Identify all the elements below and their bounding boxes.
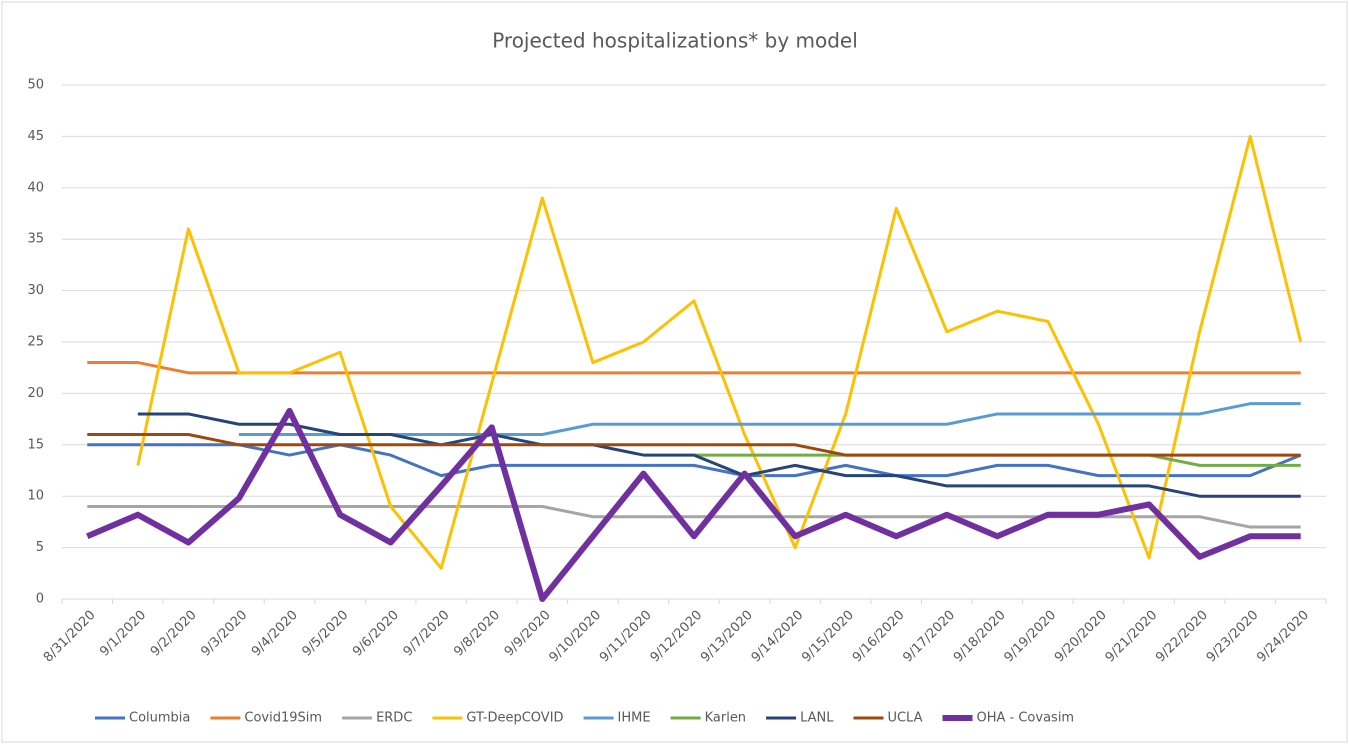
y-tick-label: 40: [27, 180, 44, 195]
legend-label: Covid19Sim: [244, 711, 322, 726]
series-line: [86, 407, 1301, 602]
y-tick-label: 5: [36, 540, 44, 555]
legend-label: UCLA: [887, 711, 922, 726]
legend-label: Columbia: [129, 711, 190, 726]
series-line: [136, 134, 1303, 570]
legend-label: OHA - Covasim: [977, 711, 1075, 726]
legend-label: ERDC: [376, 711, 412, 726]
y-tick-label: 30: [27, 283, 44, 298]
y-tick-label: 45: [27, 129, 44, 144]
chart-title: Projected hospitalizations* by model: [492, 29, 858, 53]
y-tick-label: 50: [27, 78, 44, 93]
series-line: [137, 412, 1301, 498]
legend-label: IHME: [618, 711, 651, 726]
series-line: [238, 402, 1301, 437]
y-tick-label: 25: [27, 335, 44, 350]
series-line: [87, 443, 1302, 478]
y-tick-label: 35: [27, 232, 44, 247]
legend-label: GT-DeepCOVID: [466, 711, 563, 726]
y-tick-label: 10: [27, 489, 44, 504]
y-tick-label: 0: [36, 592, 44, 607]
legend-label: LANL: [800, 711, 834, 726]
y-tick-label: 20: [27, 386, 44, 401]
legend-label: Karlen: [705, 711, 746, 726]
series-line: [87, 433, 1301, 457]
y-tick-label: 15: [27, 437, 44, 452]
